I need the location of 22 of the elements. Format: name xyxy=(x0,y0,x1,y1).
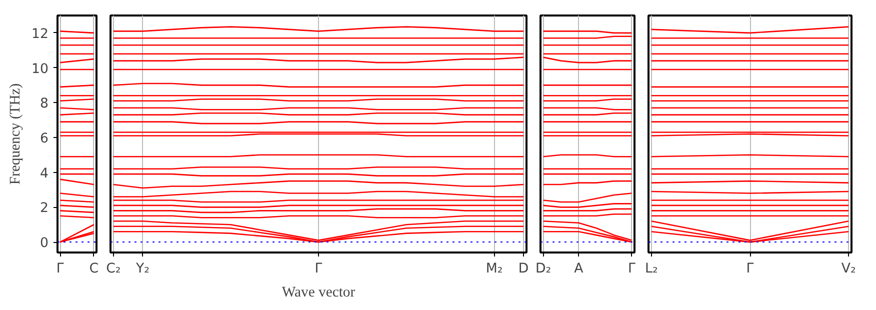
x-tick-label: Γ xyxy=(56,262,64,276)
x-tick-label: Γ xyxy=(628,262,636,276)
x-tick-label: M₂ xyxy=(486,262,503,276)
x-tick-label: D₂ xyxy=(536,262,552,276)
x-tick-label: D xyxy=(518,262,529,276)
y-tick-label: 10 xyxy=(32,62,49,77)
x-tick-label: C xyxy=(89,262,99,276)
y-tick-label: 0 xyxy=(40,236,49,252)
y-tick-label: 4 xyxy=(40,166,49,182)
x-tick-label: L₂ xyxy=(645,262,658,276)
x-tick-label: Γ xyxy=(746,262,754,276)
y-tick-label: 2 xyxy=(40,201,49,216)
y-tick-label: 12 xyxy=(32,26,49,42)
x-tick-label: A xyxy=(574,262,584,276)
x-tick-label: Y₂ xyxy=(135,262,150,276)
x-tick-label: C₂ xyxy=(106,262,121,276)
x-tick-label: Γ xyxy=(314,262,323,276)
y-axis-title: Frequency (THz) xyxy=(8,83,24,185)
x-tick-label: V₂ xyxy=(841,262,856,276)
y-tick-label: 8 xyxy=(40,96,49,112)
y-tick-label: 6 xyxy=(40,131,49,146)
x-axis-title: Wave vector xyxy=(282,284,356,300)
